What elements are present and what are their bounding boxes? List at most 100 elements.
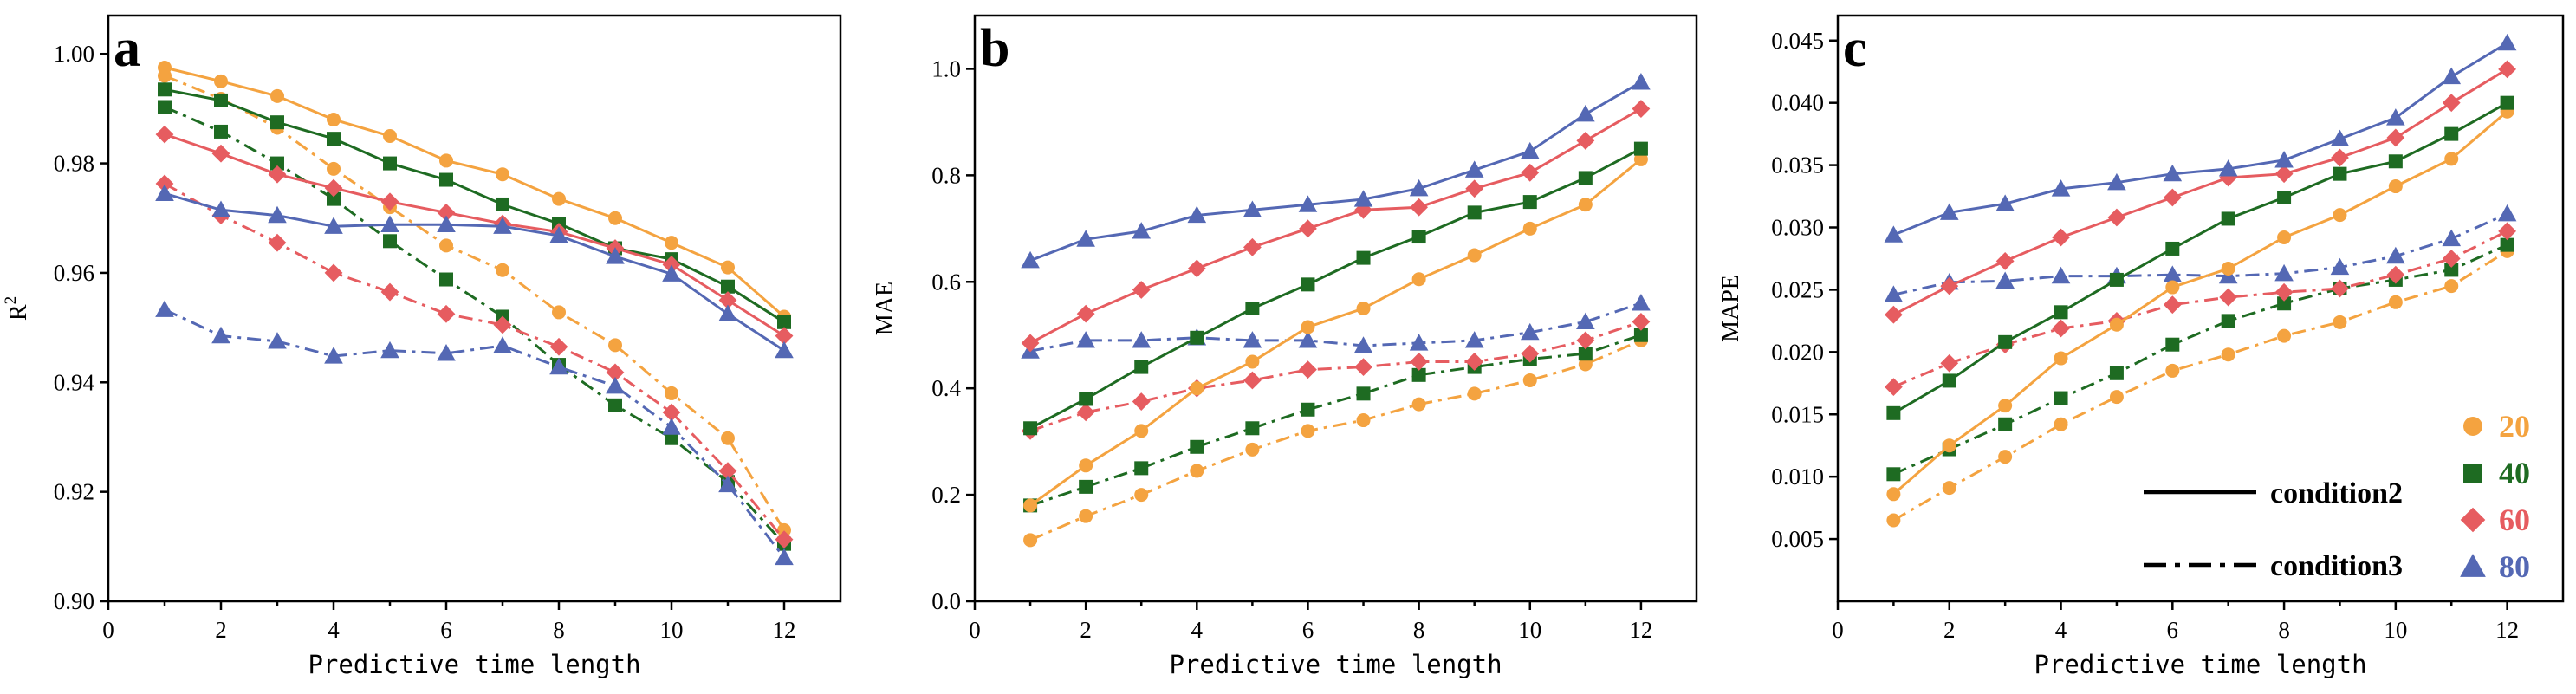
- data-point: [1243, 331, 1262, 348]
- series-line: [1029, 147, 1642, 430]
- y-tick-label: 0.96: [54, 260, 94, 286]
- data-point: [1190, 464, 1204, 478]
- data-point: [270, 88, 284, 103]
- y-tick-label: 0.6: [931, 269, 961, 295]
- series-line: [1029, 334, 1642, 507]
- legend-marker-triangle: [2460, 554, 2486, 577]
- data-point: [552, 191, 566, 206]
- data-point: [2109, 317, 2124, 332]
- data-point: [1190, 439, 1204, 454]
- data-point: [1465, 353, 1484, 371]
- data-point: [158, 82, 172, 97]
- data-point: [1578, 198, 1593, 212]
- series-line: [1893, 212, 2508, 296]
- y-tick-label: 0.4: [931, 375, 961, 401]
- series-40-condition2: [1023, 141, 1648, 436]
- data-point: [214, 74, 228, 88]
- data-point: [1578, 357, 1593, 372]
- data-point: [380, 215, 399, 232]
- data-point: [1187, 259, 1206, 278]
- x-tick-label: 2: [1080, 617, 1092, 643]
- data-point: [608, 398, 622, 412]
- y-tick-label: 0.90: [54, 588, 94, 614]
- data-point: [1464, 160, 1484, 178]
- data-point: [1520, 141, 1540, 159]
- data-point: [1079, 509, 1093, 523]
- data-point: [2219, 288, 2238, 307]
- data-point: [2388, 154, 2403, 169]
- legend-label: 20: [2499, 409, 2530, 444]
- series-line: [1892, 101, 2508, 415]
- chart-panel-b: 0 2 4 6 8 10 12 0.0 0.2 0.4 0.6 0.8 1.0 Predictive ti…: [872, 14, 1698, 679]
- data-point: [493, 336, 512, 353]
- data-point: [1411, 367, 1426, 382]
- data-point: [1243, 371, 1262, 390]
- data-point: [662, 264, 681, 282]
- data-point: [1522, 195, 1537, 210]
- data-point: [2165, 241, 2180, 256]
- data-point: [327, 113, 341, 127]
- y-tick-label: 1.0: [931, 55, 961, 81]
- legend-label: 80: [2499, 549, 2530, 584]
- data-point: [1134, 488, 1149, 503]
- y-tick-label: 0.035: [1771, 152, 1824, 178]
- data-point: [2442, 94, 2461, 113]
- data-point: [2107, 208, 2126, 227]
- x-tick-label: 6: [440, 617, 452, 643]
- data-point: [1243, 200, 1262, 217]
- data-point: [1995, 194, 2015, 211]
- series-60-condition2: [1884, 60, 2517, 324]
- series-40-condition3: [1023, 328, 1648, 513]
- plot-frame: [973, 14, 1698, 603]
- data-point: [158, 100, 172, 114]
- data-point: [383, 234, 397, 249]
- data-point: [721, 431, 735, 445]
- data-point: [2331, 279, 2349, 298]
- data-point: [1409, 178, 1429, 197]
- data-point: [549, 357, 568, 375]
- series-60-condition2: [155, 125, 794, 345]
- series-line: [1029, 158, 1642, 507]
- data-point: [721, 279, 735, 294]
- data-point: [721, 260, 735, 275]
- data-point: [380, 282, 399, 302]
- data-point: [380, 341, 399, 359]
- data-point: [1076, 403, 1095, 422]
- data-point: [1076, 331, 1095, 348]
- data-point: [214, 124, 228, 139]
- data-point: [2498, 60, 2517, 79]
- data-point: [1632, 294, 1651, 311]
- y-tick-label: 0.005: [1771, 526, 1824, 552]
- data-point: [2052, 319, 2070, 338]
- data-point: [662, 403, 681, 422]
- data-point: [1021, 250, 1040, 269]
- data-point: [1995, 251, 2015, 270]
- data-point: [2054, 417, 2068, 431]
- data-point: [268, 165, 287, 184]
- data-point: [1886, 487, 1901, 502]
- data-point: [437, 344, 456, 361]
- plot-frame: [107, 14, 842, 603]
- series-line: [1892, 110, 2508, 496]
- chart-panel-a: 0 2 4 6 8 10 12 0.90 0.92 0.94 0.96 0.98 1.00 Predict…: [2, 14, 842, 679]
- data-point: [1245, 442, 1260, 457]
- legend-style-label: condition3: [2270, 550, 2403, 582]
- data-point: [1134, 360, 1149, 374]
- plot-frame: [1836, 14, 2565, 603]
- series-line: [1892, 68, 2508, 316]
- x-tick-label: 8: [553, 617, 565, 643]
- series-line: [164, 75, 786, 531]
- x-axis-label: Predictive time length: [2034, 650, 2366, 679]
- data-point: [1243, 237, 1262, 256]
- data-point: [1356, 250, 1371, 265]
- data-point: [2388, 179, 2403, 194]
- panel-letter: a: [114, 19, 140, 78]
- data-point: [439, 238, 453, 253]
- data-point: [2444, 152, 2459, 166]
- data-point: [718, 304, 737, 321]
- data-point: [1301, 320, 1315, 334]
- series-60-condition2: [1021, 100, 1651, 353]
- data-point: [155, 300, 174, 317]
- series-line: [1892, 42, 2508, 237]
- x-tick-label: 8: [2278, 617, 2290, 643]
